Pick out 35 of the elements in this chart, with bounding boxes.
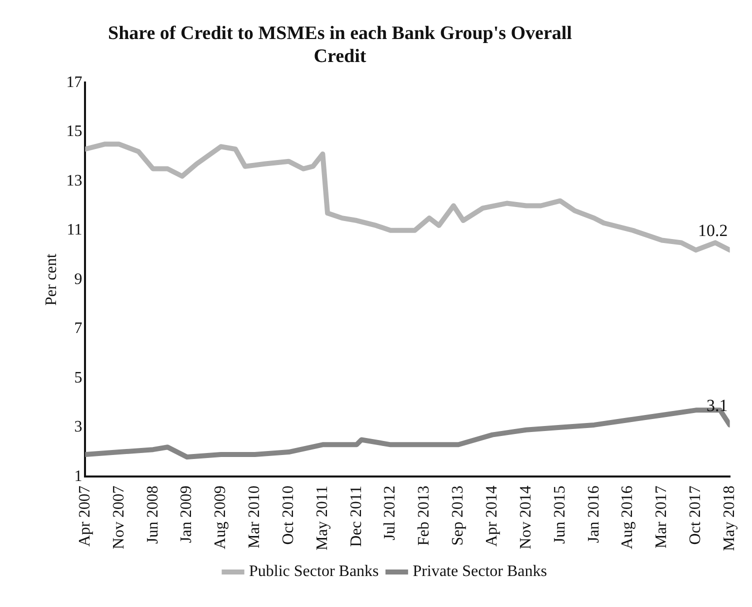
x-tick-label: Dec 2011 bbox=[348, 486, 365, 547]
y-tick-label: 3 bbox=[74, 418, 82, 436]
annotation: 10.2 bbox=[698, 221, 728, 240]
x-tick-label: Sep 2013 bbox=[450, 486, 467, 546]
x-tick-label: Oct 2010 bbox=[280, 486, 297, 545]
x-tick-label: Jan 2016 bbox=[585, 486, 602, 543]
legend-label: Private Sector Banks bbox=[412, 563, 547, 580]
y-tick-label: 15 bbox=[66, 123, 82, 140]
x-tick-label: Aug 2009 bbox=[212, 486, 230, 550]
x-tick-label: Feb 2013 bbox=[416, 486, 433, 546]
y-tick-label: 13 bbox=[66, 172, 82, 190]
x-tick-label: May 2018 bbox=[721, 486, 738, 551]
x-tick-label: Jan 2009 bbox=[178, 486, 196, 543]
x-tick-label: Aug 2016 bbox=[619, 486, 636, 550]
y-tick-label: 1 bbox=[74, 468, 82, 485]
annotation: 3.1 bbox=[706, 396, 728, 415]
x-tick-label: Jun 2008 bbox=[144, 486, 162, 544]
y-tick-label: 7 bbox=[74, 320, 82, 338]
x-tick-label: Nov 2007 bbox=[110, 486, 128, 550]
legend-label: Public Sector Banks bbox=[249, 563, 379, 580]
x-tick-label: Mar 2017 bbox=[653, 486, 670, 548]
y-tick-label: 11 bbox=[66, 222, 82, 239]
x-tick-label: Mar 2010 bbox=[246, 486, 264, 548]
x-tick-label: Oct 2017 bbox=[687, 486, 704, 545]
y-tick-label: 9 bbox=[74, 270, 82, 288]
x-tick-label: Jul 2012 bbox=[382, 486, 399, 540]
x-tick-label: Apr 2007 bbox=[76, 486, 94, 547]
x-tick-label: Jun 2015 bbox=[551, 486, 568, 544]
x-tick-label: May 2011 bbox=[314, 486, 331, 550]
y-tick-label: 5 bbox=[74, 369, 82, 386]
y-tick-label: 17 bbox=[66, 74, 82, 91]
x-tick-label: Apr 2014 bbox=[484, 486, 501, 547]
chart-title: Share of Credit to MSMEs in each Bank Group's Overall Credit bbox=[107, 22, 573, 68]
y-axis-title: Per cent bbox=[42, 253, 60, 306]
x-tick-label: Nov 2014 bbox=[517, 486, 534, 550]
